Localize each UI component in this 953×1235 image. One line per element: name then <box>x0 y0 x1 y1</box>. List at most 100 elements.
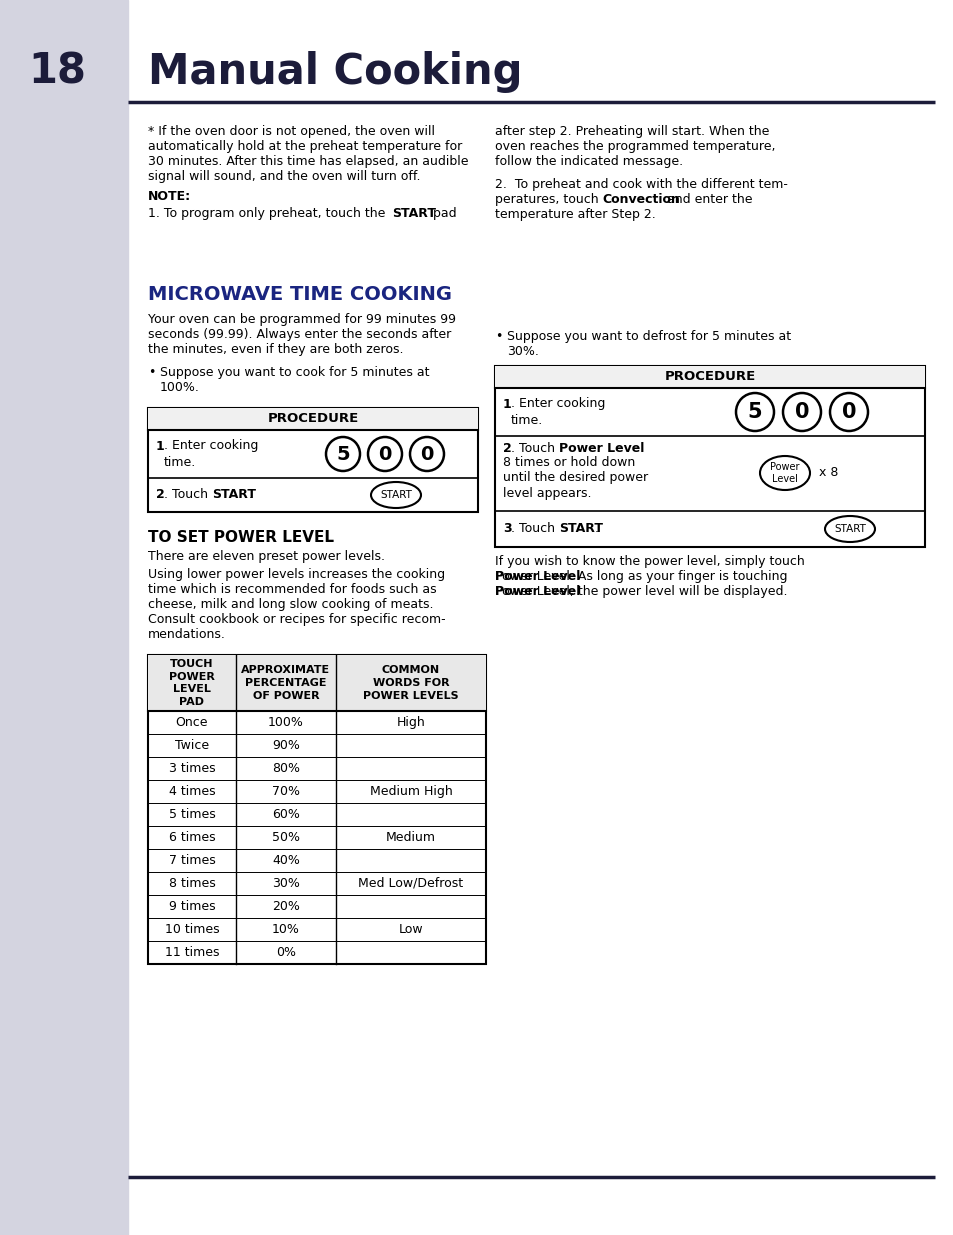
Text: 0%: 0% <box>275 946 295 960</box>
Text: . Enter cooking: . Enter cooking <box>164 440 258 452</box>
Text: 8 times: 8 times <box>169 877 215 890</box>
Text: cheese, milk and long slow cooking of meats.: cheese, milk and long slow cooking of me… <box>148 598 433 611</box>
Text: START: START <box>392 207 436 220</box>
Text: 7 times: 7 times <box>169 853 215 867</box>
Bar <box>0 0 128 1235</box>
Text: Suppose you want to defrost for 5 minutes at: Suppose you want to defrost for 5 minute… <box>506 330 790 343</box>
Text: 1: 1 <box>156 440 165 452</box>
Bar <box>148 655 485 711</box>
Text: 18: 18 <box>28 51 86 93</box>
Text: 100%.: 100%. <box>160 382 200 394</box>
Text: If you wish to know the power level, simply touch: If you wish to know the power level, sim… <box>495 555 804 568</box>
Text: Power Level. As long as your finger is touching: Power Level. As long as your finger is t… <box>495 571 786 583</box>
Text: 8 times or hold down: 8 times or hold down <box>502 457 635 469</box>
Text: Using lower power levels increases the cooking: Using lower power levels increases the c… <box>148 568 445 580</box>
Text: automatically hold at the preheat temperature for: automatically hold at the preheat temper… <box>148 140 462 153</box>
Text: 5: 5 <box>335 445 350 463</box>
Text: NOTE:: NOTE: <box>148 190 191 203</box>
Text: 2: 2 <box>502 441 511 454</box>
Text: START: START <box>558 522 602 536</box>
Text: Your oven can be programmed for 99 minutes 99: Your oven can be programmed for 99 minut… <box>148 312 456 326</box>
Text: START: START <box>212 489 255 501</box>
Text: 9 times: 9 times <box>169 900 215 913</box>
Text: Level: Level <box>771 474 797 484</box>
Text: 10%: 10% <box>272 923 299 936</box>
Text: 5: 5 <box>747 403 761 422</box>
Text: 5 times: 5 times <box>169 808 215 821</box>
Text: •: • <box>148 366 155 379</box>
Text: Once: Once <box>175 716 208 729</box>
Text: .: . <box>249 489 253 501</box>
Text: •: • <box>495 330 502 343</box>
Text: Medium: Medium <box>386 831 436 844</box>
Text: 1: 1 <box>502 398 511 410</box>
Text: 50%: 50% <box>272 831 299 844</box>
Text: mendations.: mendations. <box>148 629 226 641</box>
Text: 4 times: 4 times <box>169 785 215 798</box>
Text: PROCEDURE: PROCEDURE <box>663 370 755 384</box>
Text: Power Level: Power Level <box>495 585 579 598</box>
Text: . Touch: . Touch <box>164 489 212 501</box>
Text: 60%: 60% <box>272 808 299 821</box>
Text: COMMON
WORDS FOR
POWER LEVELS: COMMON WORDS FOR POWER LEVELS <box>363 666 458 700</box>
Text: High: High <box>396 716 425 729</box>
Text: APPROXIMATE
PERCENTAGE
OF POWER: APPROXIMATE PERCENTAGE OF POWER <box>241 666 331 700</box>
Bar <box>148 655 485 965</box>
Text: 100%: 100% <box>268 716 304 729</box>
Text: 10 times: 10 times <box>165 923 219 936</box>
Text: * If the oven door is not opened, the oven will: * If the oven door is not opened, the ov… <box>148 125 435 138</box>
Text: There are eleven preset power levels.: There are eleven preset power levels. <box>148 550 385 563</box>
Text: 30%: 30% <box>272 877 299 890</box>
Text: temperature after Step 2.: temperature after Step 2. <box>495 207 655 221</box>
Text: 1. To program only preheat, touch the: 1. To program only preheat, touch the <box>148 207 389 220</box>
Text: level appears.: level appears. <box>502 487 591 499</box>
Text: Manual Cooking: Manual Cooking <box>148 51 522 93</box>
Text: 40%: 40% <box>272 853 299 867</box>
Text: 30 minutes. After this time has elapsed, an audible: 30 minutes. After this time has elapsed,… <box>148 156 468 168</box>
Text: 3 times: 3 times <box>169 762 215 776</box>
Text: Med Low/Defrost: Med Low/Defrost <box>358 877 463 890</box>
Text: 2.  To preheat and cook with the different tem-: 2. To preheat and cook with the differen… <box>495 178 787 191</box>
Bar <box>148 408 477 513</box>
Text: START: START <box>379 490 412 500</box>
Text: x 8: x 8 <box>818 467 838 479</box>
Text: peratures, touch: peratures, touch <box>495 193 602 206</box>
Text: 20%: 20% <box>272 900 299 913</box>
Text: 0: 0 <box>841 403 856 422</box>
Text: TO SET POWER LEVEL: TO SET POWER LEVEL <box>148 530 334 545</box>
Text: 90%: 90% <box>272 739 299 752</box>
Text: Suppose you want to cook for 5 minutes at: Suppose you want to cook for 5 minutes a… <box>160 366 429 379</box>
Text: Twice: Twice <box>174 739 209 752</box>
Text: 0: 0 <box>794 403 808 422</box>
Text: oven reaches the programmed temperature,: oven reaches the programmed temperature, <box>495 140 775 153</box>
Text: time.: time. <box>164 456 196 468</box>
Text: Low: Low <box>398 923 423 936</box>
Text: START: START <box>833 524 865 534</box>
Text: . Enter cooking: . Enter cooking <box>511 398 605 410</box>
Text: and enter the: and enter the <box>662 193 752 206</box>
Text: PROCEDURE: PROCEDURE <box>267 412 358 426</box>
Text: 6 times: 6 times <box>169 831 215 844</box>
Text: the minutes, even if they are both zeros.: the minutes, even if they are both zeros… <box>148 343 403 356</box>
Text: MICROWAVE TIME COOKING: MICROWAVE TIME COOKING <box>148 285 452 304</box>
Text: 0: 0 <box>420 445 434 463</box>
Text: Consult cookbook or recipes for specific recom-: Consult cookbook or recipes for specific… <box>148 613 445 626</box>
Text: . Touch: . Touch <box>511 522 558 536</box>
Text: Convection: Convection <box>601 193 679 206</box>
Text: pad: pad <box>429 207 456 220</box>
Text: 80%: 80% <box>272 762 299 776</box>
Text: Power Level, the power level will be displayed.: Power Level, the power level will be dis… <box>495 585 786 598</box>
Text: time which is recommended for foods such as: time which is recommended for foods such… <box>148 583 436 597</box>
Text: signal will sound, and the oven will turn off.: signal will sound, and the oven will tur… <box>148 170 420 183</box>
Text: follow the indicated message.: follow the indicated message. <box>495 156 682 168</box>
Text: 30%.: 30%. <box>506 345 538 358</box>
Bar <box>495 366 924 388</box>
Text: 0: 0 <box>378 445 392 463</box>
Text: Power Level: Power Level <box>495 571 579 583</box>
Text: 2: 2 <box>156 489 165 501</box>
Text: Medium High: Medium High <box>369 785 452 798</box>
Text: seconds (99.99). Always enter the seconds after: seconds (99.99). Always enter the second… <box>148 329 451 341</box>
Bar <box>495 366 924 547</box>
Text: 11 times: 11 times <box>165 946 219 960</box>
Text: time.: time. <box>511 414 542 426</box>
